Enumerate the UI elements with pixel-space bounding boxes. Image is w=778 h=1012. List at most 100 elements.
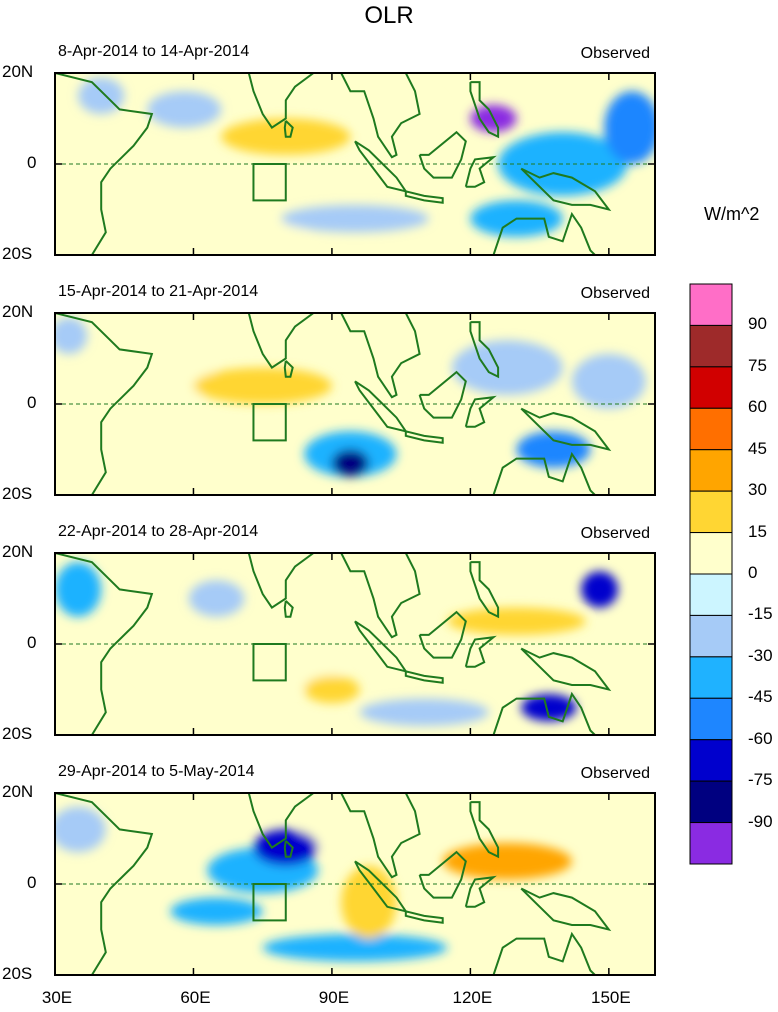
colorbar-tick-label: 0 <box>748 563 758 582</box>
x-tick-label: 120E <box>452 988 493 1007</box>
coastline <box>55 313 154 495</box>
anomaly-blob <box>304 675 360 704</box>
colorbar-swatch <box>689 324 733 368</box>
panel-period-label: 22-Apr-2014 to 28-Apr-2014 <box>58 523 259 540</box>
panel-2 <box>54 312 656 496</box>
anomaly-blob <box>341 865 397 939</box>
anomaly-blob <box>345 322 411 377</box>
chart-title: OLR <box>364 2 414 29</box>
y-tick-label: 20S <box>2 964 33 983</box>
anomaly-blob <box>571 353 646 409</box>
colorbar-tick-label: 75 <box>748 355 767 375</box>
coastline <box>283 120 294 138</box>
coastline <box>283 840 294 858</box>
y-tick-label: 20S <box>2 724 33 743</box>
x-tick-label: 60E <box>180 988 211 1007</box>
anomaly-blob <box>78 77 125 114</box>
colorbar-tick-label: 30 <box>748 480 767 500</box>
colorbar-tick-label: -90 <box>748 811 773 831</box>
y-tick-label: 0 <box>27 633 37 652</box>
colorbar-swatch <box>689 697 733 741</box>
coastline <box>464 395 497 428</box>
colorbar-swatch <box>689 573 733 616</box>
anomaly-blob <box>451 340 563 395</box>
y-tick-label: 0 <box>27 393 37 412</box>
coastline <box>55 73 154 255</box>
colorbar-swatch <box>689 449 733 492</box>
colorbar-swatch <box>689 739 733 782</box>
panel-period-label: 8-Apr-2014 to 14-Apr-2014 <box>58 43 250 60</box>
colorbar-swatch <box>689 614 733 658</box>
panel-observed-label: Observed <box>580 45 650 62</box>
coastline <box>492 211 596 255</box>
colorbar-tick-label: -60 <box>748 728 773 748</box>
colorbar-tick-label: -45 <box>748 687 773 707</box>
x-tick-label: 150E <box>590 988 631 1007</box>
panel-1 <box>54 72 656 256</box>
anomaly-blob <box>442 843 572 880</box>
coastline <box>464 875 497 908</box>
coastlines <box>55 553 612 735</box>
coastline <box>520 647 612 692</box>
coastline <box>418 850 467 899</box>
y-tick-label: 20N <box>2 62 34 81</box>
coastline <box>418 130 467 179</box>
coastline <box>520 407 612 452</box>
colorbar-tick-label: -15 <box>748 604 773 624</box>
coastline <box>340 793 421 879</box>
anomaly-blob <box>604 91 655 164</box>
anomaly-blob <box>581 571 619 608</box>
anomaly-blob <box>516 431 591 468</box>
colorbar-tick-label: -30 <box>748 645 773 665</box>
region-box <box>252 403 287 442</box>
anomaly-blob <box>55 806 106 853</box>
anomaly-blob <box>359 698 489 726</box>
coastline <box>55 553 154 735</box>
anomaly-blob <box>262 934 448 962</box>
coastline <box>340 313 421 399</box>
coastline <box>418 370 467 419</box>
colorbar <box>689 283 733 865</box>
anomaly-blob <box>147 91 222 128</box>
coastline <box>225 793 315 849</box>
panel-4 <box>54 792 656 976</box>
anomaly-blob <box>281 204 429 233</box>
coastline <box>283 360 294 378</box>
anomaly-blob <box>55 562 102 617</box>
y-tick-label: 20N <box>2 302 34 321</box>
anomaly-blob <box>188 580 245 617</box>
coastline <box>469 801 500 859</box>
colorbar-tick-label: 60 <box>748 397 767 417</box>
region-box <box>252 643 287 682</box>
anomaly-blob <box>447 607 586 635</box>
panel-period-label: 15-Apr-2014 to 21-Apr-2014 <box>58 283 259 300</box>
anomaly-blob <box>359 86 443 133</box>
coastline <box>464 635 497 668</box>
region-box <box>252 883 287 922</box>
panel-observed-label: Observed <box>580 525 650 542</box>
region-box <box>252 163 287 202</box>
coastline <box>225 553 315 609</box>
colorbar-units: W/m^2 <box>704 204 760 224</box>
y-tick-label: 20S <box>2 244 33 263</box>
anomaly-blob <box>271 575 346 622</box>
y-tick-label: 20N <box>2 542 34 561</box>
coastline <box>492 451 596 495</box>
coastline <box>340 73 421 159</box>
coastline <box>55 793 154 975</box>
coastline <box>469 321 500 379</box>
coastlines <box>55 313 612 495</box>
colorbar-tick-label: 45 <box>748 438 767 458</box>
colorbar-tick-label: -75 <box>748 770 773 790</box>
colorbar-swatch <box>689 490 733 534</box>
anomaly-layer <box>55 562 619 726</box>
anomaly-blob <box>138 648 342 695</box>
coastline <box>469 561 500 619</box>
y-tick-label: 0 <box>27 873 37 892</box>
panel-observed-label: Observed <box>580 285 650 302</box>
y-tick-label: 0 <box>27 153 37 172</box>
coastline <box>283 600 294 618</box>
coastline <box>404 190 444 204</box>
coastline <box>340 553 421 639</box>
y-tick-label: 20N <box>2 782 34 801</box>
